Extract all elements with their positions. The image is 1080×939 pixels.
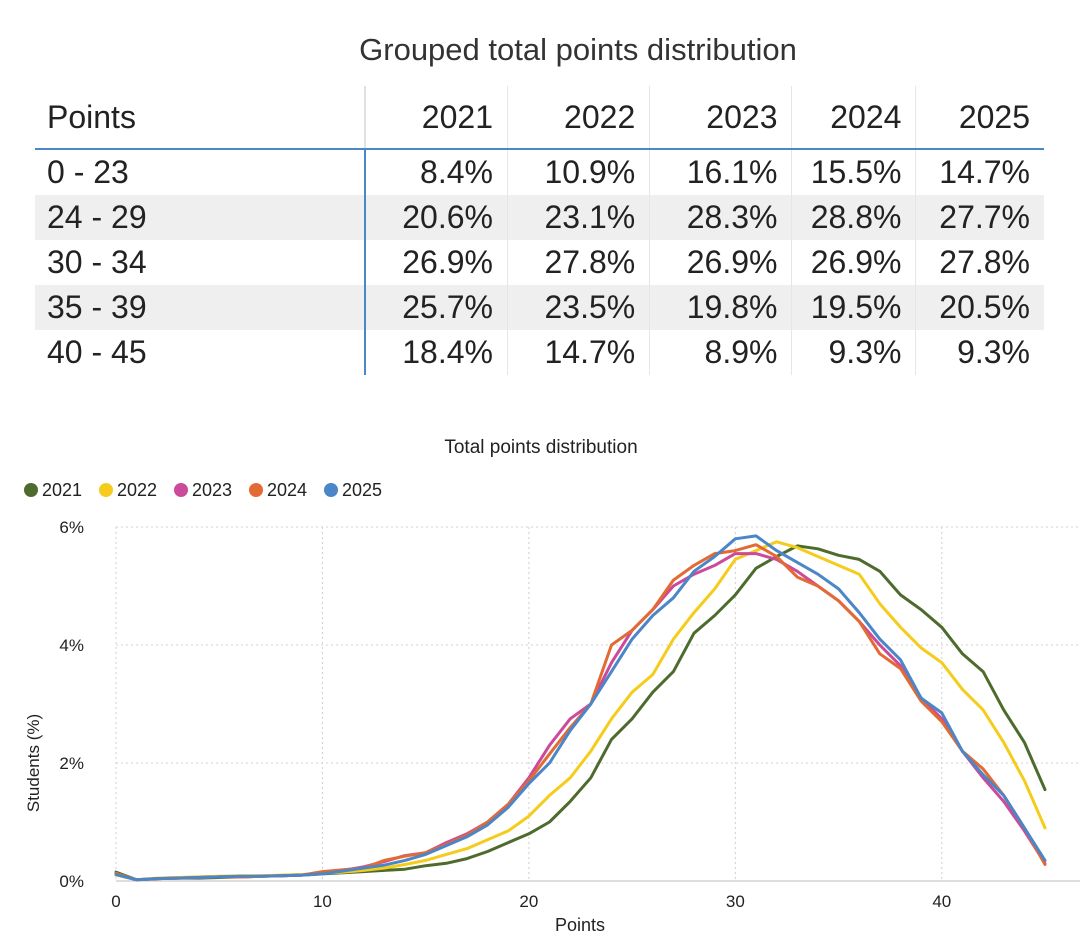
x-tick-label: 0 — [111, 892, 120, 911]
table-cell: 19.8% — [649, 285, 792, 330]
y-tick-label: 4% — [59, 636, 84, 655]
table-cell: 26.9% — [649, 240, 792, 285]
table-row: 0 - 23 8.4% 10.9% 16.1% 15.5% 14.7% — [35, 149, 1044, 195]
y-tick-label: 0% — [59, 872, 84, 891]
x-axis-label: Points — [555, 915, 605, 935]
table-cell: 18.4% — [402, 334, 493, 370]
chart-ticks: 0% 2% 4% 6% 0 10 20 30 40 — [59, 518, 951, 911]
table-cell: 9.3% — [915, 330, 1044, 375]
x-tick-label: 40 — [932, 892, 951, 911]
table-cell: 28.3% — [649, 195, 792, 240]
table-cell: 9.3% — [791, 330, 916, 375]
table-cell: 14.7% — [915, 149, 1044, 195]
row-label: 0 - 23 — [35, 149, 367, 195]
table-cell: 15.5% — [791, 149, 916, 195]
column-header-2022: 2022 — [506, 86, 650, 150]
table-cell: 23.5% — [506, 285, 650, 330]
y-axis-label: Students (%) — [24, 714, 43, 812]
table-title: Grouped total points distribution — [359, 32, 797, 67]
y-tick-label: 6% — [59, 518, 84, 537]
y-tick-label: 2% — [59, 754, 84, 773]
table-row: 35 - 39 25.7% 23.5% 19.8% 19.5% 20.5% — [35, 285, 1044, 330]
table-cell: 16.1% — [649, 149, 792, 195]
legend-label-2024: 2024 — [267, 480, 307, 500]
chart-grid — [115, 526, 1080, 882]
table-cell: 8.9% — [649, 330, 792, 375]
table-cell: 26.9% — [402, 244, 493, 280]
table-cell: 27.8% — [915, 240, 1044, 285]
table-cell: 27.7% — [915, 195, 1044, 240]
grouped-points-table: Points 2021 2022 2023 2024 2025 0 - 23 8… — [35, 86, 1044, 375]
table-cell: 27.8% — [506, 240, 650, 285]
series-line-2025 — [114, 534, 1047, 882]
table-cell: 19.5% — [791, 285, 916, 330]
column-header-2021: 2021 — [364, 86, 508, 150]
row-label: 24 - 29 — [35, 195, 367, 240]
chart-series — [114, 534, 1047, 882]
legend-label-2023: 2023 — [192, 480, 232, 500]
legend-marker-2025 — [324, 483, 338, 497]
table-cell: 28.8% — [791, 195, 916, 240]
legend-marker-2021 — [24, 483, 38, 497]
table-cell: 25.7% — [365, 285, 508, 330]
column-header-points: Points — [35, 86, 366, 150]
column-header-2025: 2025 — [915, 86, 1044, 150]
table-row: 24 - 29 20.6% 23.1% 28.3% 28.8% 27.7% — [35, 195, 1044, 240]
chart-legend: 2021 2022 2023 2024 2025 — [24, 480, 382, 500]
row-label: 40 - 45 — [35, 330, 367, 375]
table-cell: 23.1% — [506, 195, 650, 240]
legend-marker-2023 — [174, 483, 188, 497]
table-cell: 20.5% — [915, 285, 1044, 330]
row-label: 35 - 39 — [35, 285, 367, 330]
table-cell: 14.7% — [506, 330, 650, 375]
legend-marker-2024 — [249, 483, 263, 497]
points-distribution-chart: Total points distribution 2021 2022 2023 20… — [24, 437, 1080, 935]
x-tick-label: 30 — [726, 892, 745, 911]
table-cell: 20.6% — [365, 195, 508, 240]
legend-marker-2022 — [99, 483, 113, 497]
row-label: 30 - 34 — [35, 240, 367, 285]
column-header-2024: 2024 — [791, 86, 916, 150]
table-cell: 8.4% — [420, 154, 493, 190]
x-tick-label: 20 — [519, 892, 538, 911]
legend-label-2021: 2021 — [42, 480, 82, 500]
table-row: 40 - 45 18.4% 14.7% 8.9% 9.3% 9.3% — [35, 330, 1044, 375]
column-header-2023: 2023 — [649, 86, 792, 150]
chart-title: Total points distribution — [444, 437, 637, 458]
legend-label-2022: 2022 — [117, 480, 157, 500]
table-cell: 26.9% — [791, 240, 916, 285]
x-tick-label: 10 — [313, 892, 332, 911]
table-row: 30 - 34 26.9% 27.8% 26.9% 26.9% 27.8% — [35, 240, 1044, 285]
legend-label-2025: 2025 — [342, 480, 382, 500]
table-cell: 10.9% — [506, 149, 650, 195]
table-header-row: Points 2021 2022 2023 2024 2025 — [35, 86, 1044, 150]
